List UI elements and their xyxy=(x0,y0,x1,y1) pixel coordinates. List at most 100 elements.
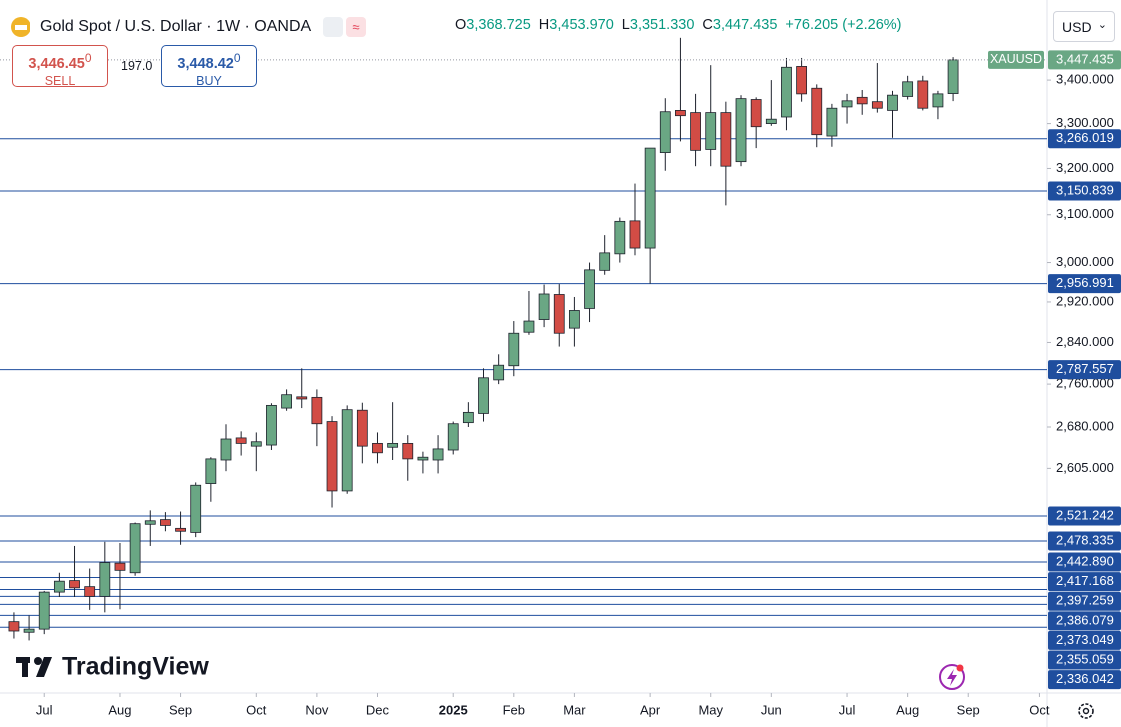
y-tick-label: 3,300.000 xyxy=(1056,115,1114,130)
sell-label: SELL xyxy=(44,73,76,88)
x-tick-label: Sep xyxy=(169,702,192,717)
candle xyxy=(296,368,308,409)
candle-body xyxy=(841,100,853,108)
candle-body xyxy=(356,409,368,447)
level-label-box xyxy=(1048,552,1121,572)
candle-body xyxy=(372,442,383,454)
candle-body xyxy=(447,423,459,451)
level-label-box xyxy=(1048,181,1121,201)
candle xyxy=(235,431,247,456)
x-tick-label: Oct xyxy=(246,702,267,717)
candle xyxy=(99,541,111,613)
candle-body xyxy=(266,404,277,446)
candle xyxy=(947,57,959,102)
candle xyxy=(190,482,202,538)
candle-body xyxy=(523,320,535,333)
level-label-text: 2,956.991 xyxy=(1056,275,1114,290)
level-label-text: 2,373.049 xyxy=(1056,632,1114,647)
ohlc-key: C xyxy=(702,17,713,33)
candle xyxy=(356,402,368,464)
candle xyxy=(508,321,520,377)
settings-icon[interactable] xyxy=(1078,703,1094,719)
x-tick-label: Oct xyxy=(1029,702,1050,717)
candle xyxy=(675,37,686,142)
candle xyxy=(538,284,550,328)
candle-body xyxy=(553,294,565,334)
sell-button[interactable]: 3,446.450 SELL xyxy=(12,45,108,88)
candle-body xyxy=(175,527,186,532)
candle xyxy=(341,405,353,494)
candle-body xyxy=(478,377,489,414)
candle xyxy=(629,183,641,256)
candle-body xyxy=(69,580,80,589)
candle xyxy=(659,98,671,171)
price-change: +76.205 (+2.26%) xyxy=(785,17,902,33)
candle-body xyxy=(538,293,550,320)
candle-body xyxy=(871,101,883,109)
candle xyxy=(402,435,414,481)
y-tick-label: 3,200.000 xyxy=(1056,160,1114,175)
lightning-icon[interactable] xyxy=(939,664,965,690)
ohlc-key: H xyxy=(538,17,550,33)
level-label-text: 2,442.890 xyxy=(1056,553,1114,568)
currency-select[interactable]: USD ⌄ xyxy=(1053,11,1115,42)
level-label-text: 2,336.042 xyxy=(1056,671,1114,686)
ohlc-key: L xyxy=(621,17,630,33)
candle-body xyxy=(781,66,792,118)
candle-body xyxy=(614,220,626,255)
candle xyxy=(690,93,701,167)
level-label-box xyxy=(1048,670,1121,690)
symbol-title[interactable]: Gold Spot / U.S. Dollar · 1W · OANDA xyxy=(40,18,312,35)
candle-body xyxy=(932,93,944,108)
x-tick-label: Aug xyxy=(896,702,919,717)
candle-body xyxy=(311,396,323,425)
candle xyxy=(705,65,717,167)
candle-body xyxy=(220,438,232,461)
candle xyxy=(826,103,838,147)
candle-body xyxy=(796,66,808,95)
candle xyxy=(796,57,808,102)
candle-body xyxy=(599,252,611,271)
buy-button[interactable]: 3,448.420 BUY xyxy=(161,45,257,88)
level-label: 2,956.991 xyxy=(1048,274,1121,294)
x-tick-label: May xyxy=(698,702,723,717)
candle xyxy=(584,262,595,323)
candle xyxy=(841,93,853,124)
level-label: 2,478.335 xyxy=(1048,531,1121,551)
candle-body xyxy=(53,580,65,593)
last-price-label: 3,447.435 xyxy=(1056,51,1114,66)
y-tick-label: 2,920.000 xyxy=(1056,293,1114,308)
level-label-box xyxy=(1048,129,1121,149)
level-label-text: 3,266.019 xyxy=(1056,130,1114,145)
header-icons: ≈ xyxy=(323,17,367,37)
x-tick-label: Nov xyxy=(305,702,329,717)
ohlc-value: 3,368.725 xyxy=(466,17,531,33)
candle-body xyxy=(675,110,686,117)
symbol-header: Gold Spot / U.S. Dollar · 1W · OANDA ≈ xyxy=(0,14,371,40)
candle-body xyxy=(281,394,292,409)
candle-body xyxy=(947,59,959,94)
buy-price: 3,448.42 xyxy=(177,55,234,72)
candle xyxy=(69,545,80,597)
x-tick-label: Dec xyxy=(366,702,390,717)
x-tick-label: Aug xyxy=(108,702,131,717)
level-label: 3,150.839 xyxy=(1048,181,1121,201)
level-label-box xyxy=(1048,274,1121,294)
candle-body xyxy=(8,621,20,632)
y-tick-label: 3,100.000 xyxy=(1056,206,1114,221)
candle xyxy=(417,451,429,474)
candle xyxy=(568,296,580,347)
last-price-box xyxy=(1048,50,1121,70)
candle xyxy=(8,612,20,639)
candle-body xyxy=(235,437,247,444)
ohlc-key: O xyxy=(455,17,467,33)
sell-pip: 0 xyxy=(84,51,92,65)
candle xyxy=(144,510,156,546)
candle-body xyxy=(160,519,171,526)
candle xyxy=(811,84,823,148)
candle xyxy=(326,416,338,508)
x-tick-label: Sep xyxy=(957,702,980,717)
level-label: 2,397.259 xyxy=(1048,591,1121,611)
